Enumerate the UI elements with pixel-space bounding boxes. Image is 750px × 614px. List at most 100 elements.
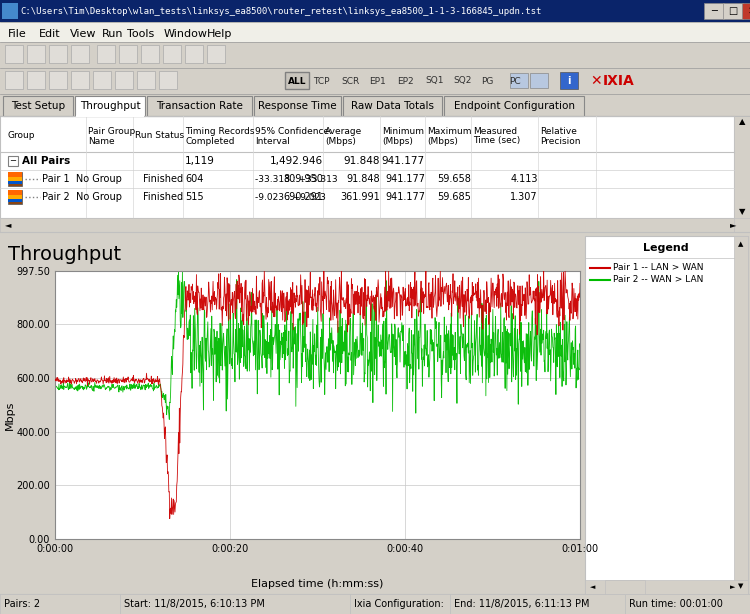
Text: Elapsed time (h:mm:ss): Elapsed time (h:mm:ss) [251,579,383,589]
Text: ▼: ▼ [739,208,746,217]
Text: (Mbps): (Mbps) [325,136,356,146]
Text: 941.177: 941.177 [385,174,425,184]
Bar [734,236,748,594]
Bar [0,236,585,594]
Text: PC: PC [509,77,520,85]
Bar [49,45,67,63]
Text: Legend: Legend [644,243,688,253]
Bar [0,94,750,116]
Bar [0,232,750,236]
Bar [585,236,748,594]
Text: Raw Data Totals: Raw Data Totals [351,101,434,111]
Text: Help: Help [207,29,232,39]
Bar [159,71,177,89]
Text: PG: PG [481,77,494,85]
Bar [5,45,23,63]
Text: SQ2: SQ2 [453,77,471,85]
Text: ▲: ▲ [738,241,744,247]
Bar [0,218,734,232]
Text: -33.313 : +33.313: -33.313 : +33.313 [255,174,338,184]
Bar [3,96,73,116]
Text: i: i [567,76,571,86]
Text: Completed: Completed [185,136,235,146]
Text: SQ1: SQ1 [425,77,443,85]
Bar [76,115,144,117]
Bar [0,68,750,94]
Bar [27,45,45,63]
Text: ✕: ✕ [590,74,602,88]
Text: Group: Group [8,131,35,141]
Text: Mbps: Mbps [5,400,15,430]
Text: ─: ─ [711,6,717,16]
Text: Throughput: Throughput [8,244,122,263]
Bar [8,199,22,202]
Text: 361.991: 361.991 [340,192,380,202]
Text: Pair 2 -- WAN > LAN: Pair 2 -- WAN > LAN [613,276,704,284]
Bar [97,45,115,63]
Bar [207,45,225,63]
Text: 59.658: 59.658 [437,174,471,184]
Text: 1.307: 1.307 [510,192,538,202]
Text: Name: Name [88,136,115,146]
Text: Pair Group: Pair Group [88,128,135,136]
Bar [27,71,45,89]
Text: Relative: Relative [540,128,577,136]
Bar [71,71,89,89]
Text: Endpoint Configuration: Endpoint Configuration [454,101,574,111]
Text: Edit: Edit [39,29,61,39]
Bar [560,72,578,89]
Bar [0,152,734,170]
Bar [0,116,734,218]
Text: 95% Confidence: 95% Confidence [255,128,329,136]
Bar [742,3,750,19]
Bar [49,71,67,89]
Text: Interval: Interval [255,136,290,146]
Bar [8,195,22,199]
Text: 91.848: 91.848 [344,156,380,166]
Text: Measured: Measured [473,128,518,136]
Text: Run Status: Run Status [135,131,184,141]
Text: 1,119: 1,119 [185,156,214,166]
Text: TCP: TCP [313,77,329,85]
Text: Finished: Finished [142,174,183,184]
Text: Maximum: Maximum [427,128,472,136]
Bar [8,190,22,195]
Bar [8,172,22,186]
Bar [344,96,442,116]
Bar [0,594,120,614]
Text: Minimum: Minimum [382,128,424,136]
Bar [2,3,18,19]
Text: Time (sec): Time (sec) [473,136,520,146]
Text: ►: ► [730,220,736,230]
Text: Pairs: 2: Pairs: 2 [4,599,40,609]
Text: EP2: EP2 [397,77,414,85]
Text: Run: Run [101,29,123,39]
Bar [625,594,750,614]
Bar [0,42,750,68]
Bar [444,96,584,116]
Bar [115,71,133,89]
Bar [8,190,22,204]
Text: 4.113: 4.113 [511,174,538,184]
Text: Precision: Precision [540,136,580,146]
Text: All Pairs: All Pairs [22,156,70,166]
Bar [75,96,145,116]
Bar [530,73,548,88]
Bar [734,116,750,218]
Bar [723,3,743,19]
Text: ALL: ALL [288,77,306,85]
Text: 59.685: 59.685 [437,192,471,202]
Bar [0,594,750,614]
Text: Start: 11/8/2015, 6:10:13 PM: Start: 11/8/2015, 6:10:13 PM [124,599,265,609]
Text: 515: 515 [185,192,203,202]
Bar [0,170,734,188]
Text: Pair 2  No Group: Pair 2 No Group [42,192,122,202]
Text: ▼: ▼ [738,583,744,589]
Text: C:\Users\Tim\Desktop\wlan_tests\linksys_ea8500\router_retest\linksys_ea8500_1-1-: C:\Users\Tim\Desktop\wlan_tests\linksys_… [20,7,542,15]
Bar [254,96,341,116]
Text: IXIA: IXIA [603,74,634,88]
Text: ◄: ◄ [5,220,11,230]
Text: (Mbps): (Mbps) [382,136,412,146]
Bar [510,73,528,88]
Bar [93,71,111,89]
